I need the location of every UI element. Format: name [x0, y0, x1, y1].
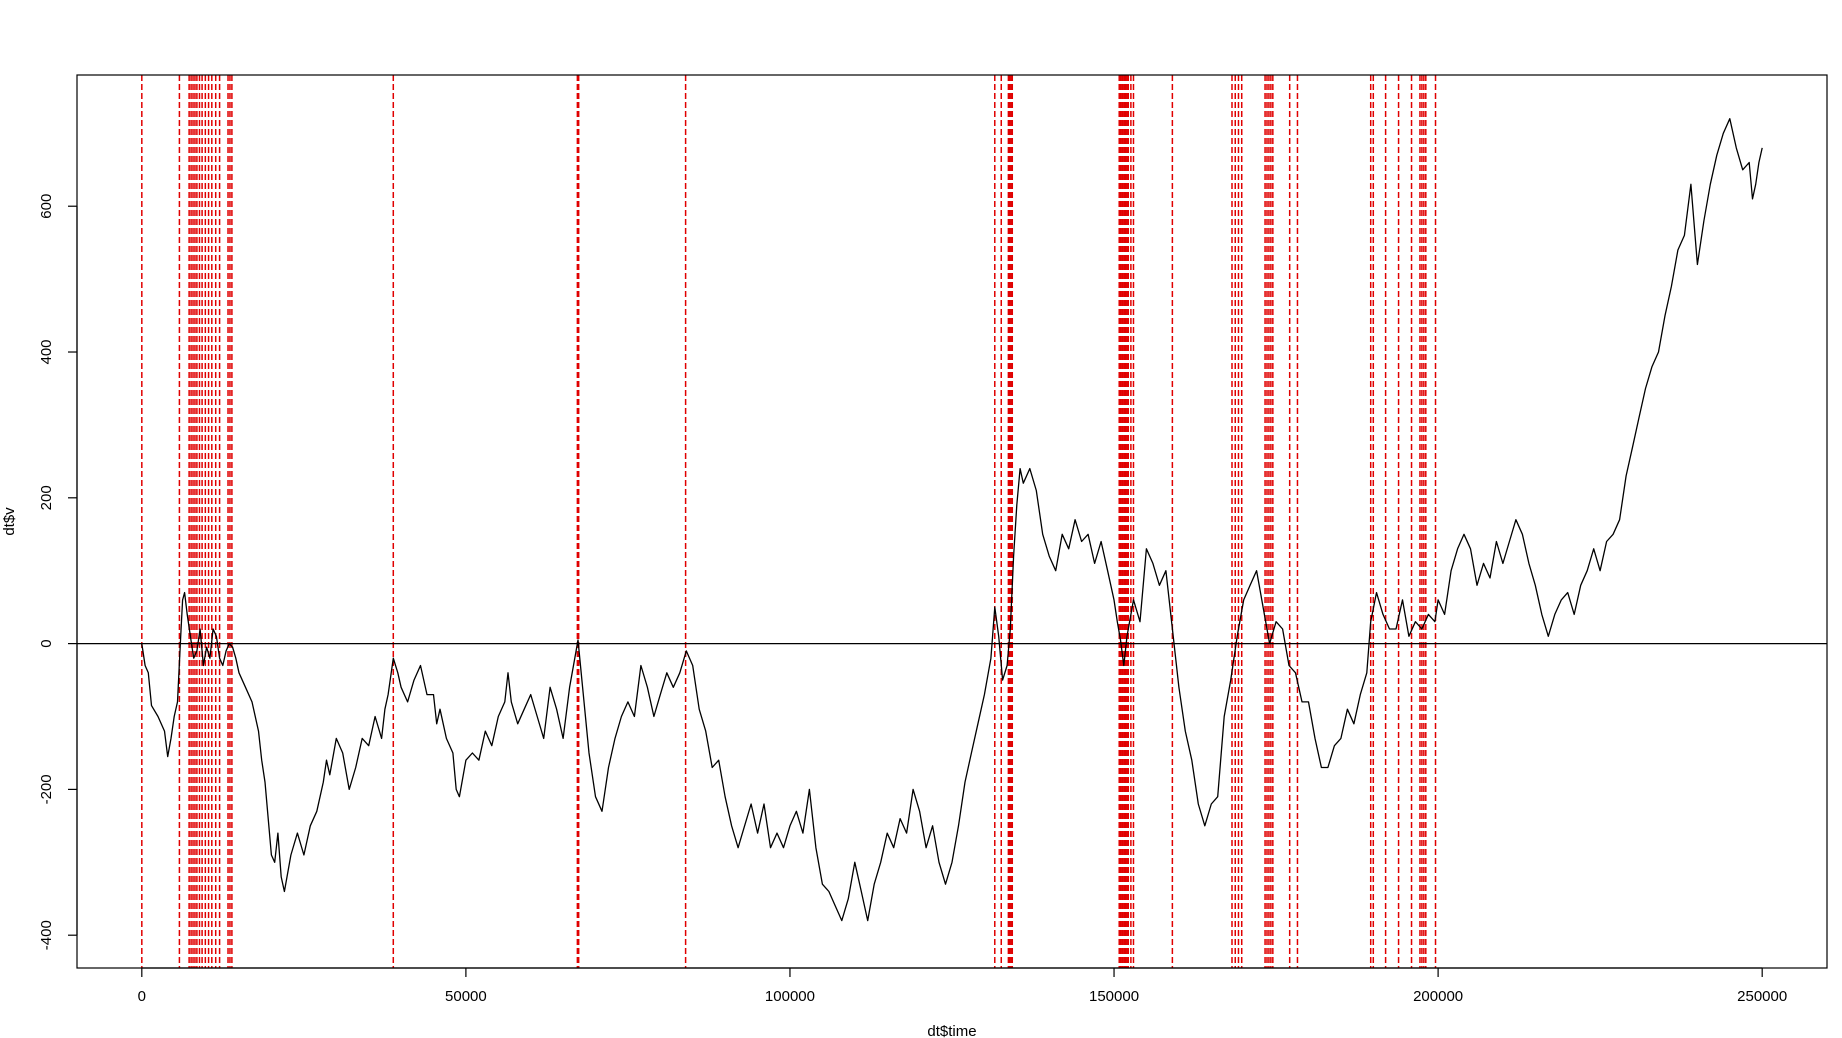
- y-tick-label: 200: [38, 485, 55, 510]
- x-tick-label: 0: [138, 988, 146, 1005]
- x-tick-label: 200000: [1413, 988, 1463, 1005]
- x-tick-label: 150000: [1089, 988, 1139, 1005]
- x-tick-label: 100000: [765, 988, 815, 1005]
- x-tick-label: 250000: [1737, 988, 1787, 1005]
- plot-frame: [76, 74, 1828, 969]
- y-tick-label: -400: [38, 920, 55, 950]
- series-line: [141, 118, 1763, 922]
- y-tick-label: 400: [38, 339, 55, 364]
- y-tick-label: 0: [38, 639, 55, 647]
- x-tick-label: 50000: [445, 988, 487, 1005]
- y-axis: -400 -200 0 200 400 600: [38, 194, 78, 950]
- x-axis: 0 50000 100000 150000 200000 250000: [138, 967, 1787, 1005]
- changepoint-lines: [141, 75, 1437, 968]
- y-tick-label: 600: [38, 194, 55, 219]
- y-axis-title: dt$v: [1, 507, 18, 536]
- x-axis-title: dt$time: [927, 1023, 976, 1038]
- y-tick-label: -200: [38, 774, 55, 804]
